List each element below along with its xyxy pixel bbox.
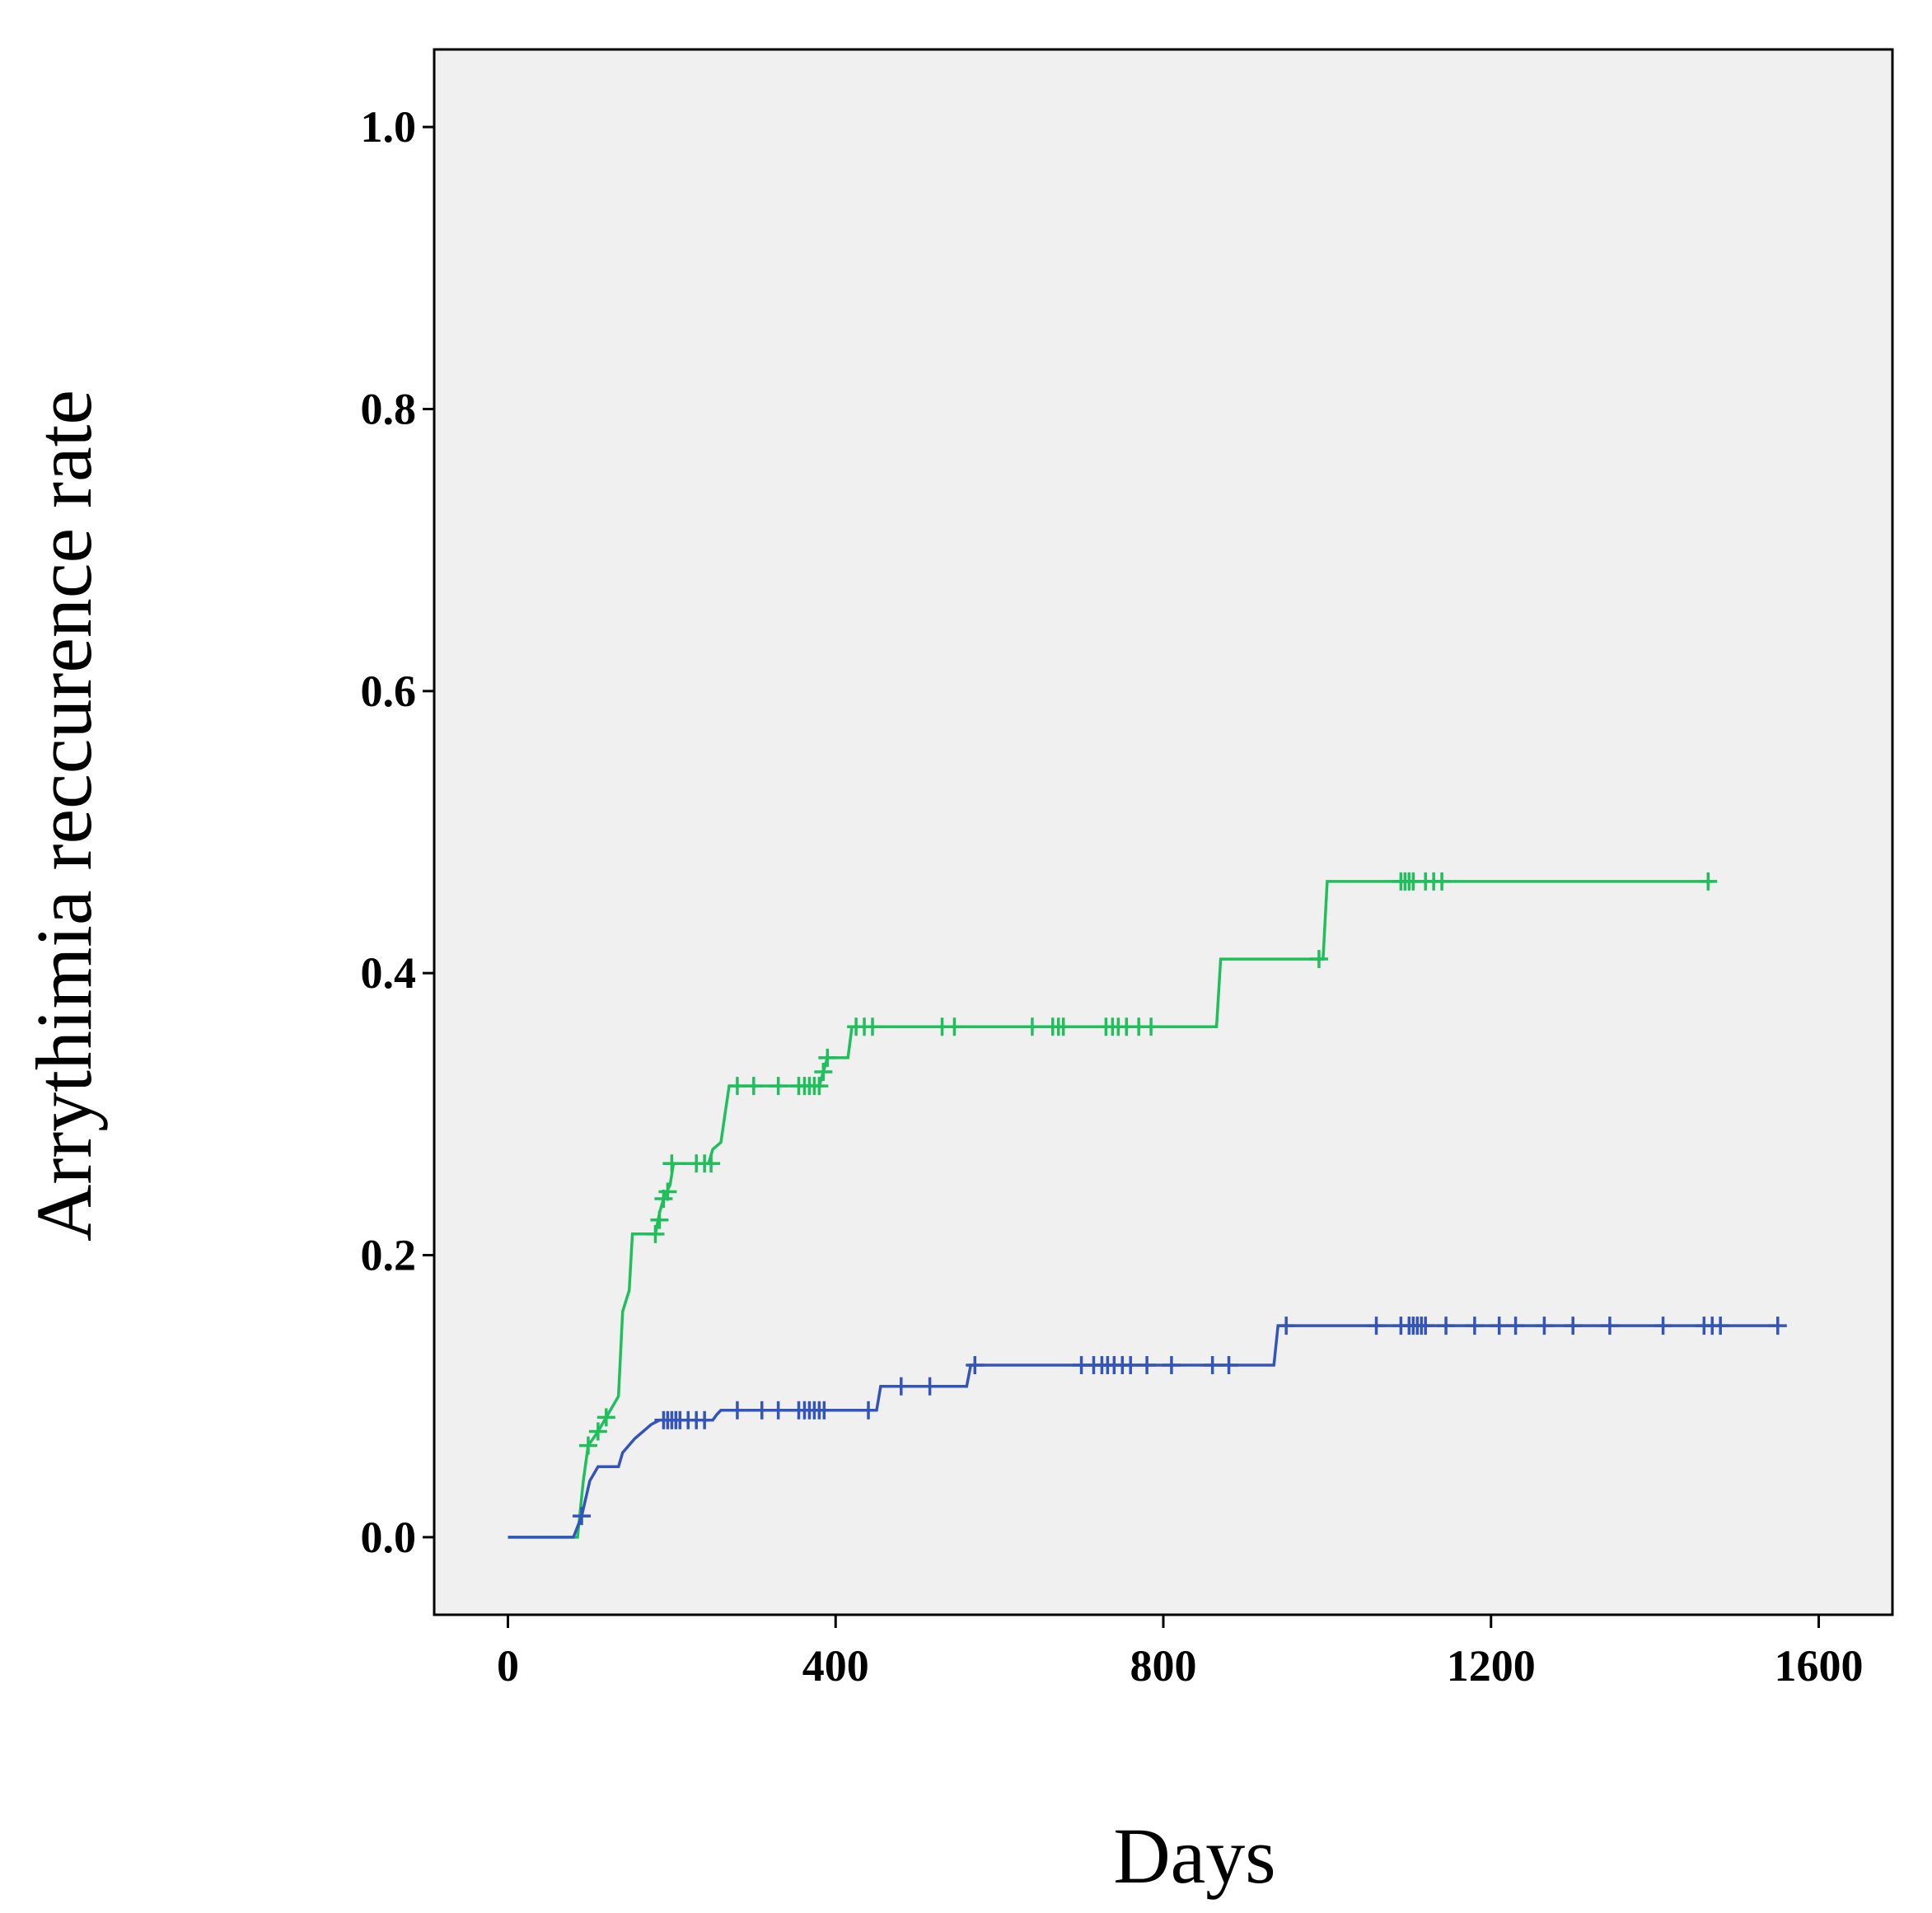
- censor-mark: [1203, 1356, 1222, 1375]
- censor-mark: [945, 1017, 964, 1036]
- y-axis-title: Arrythimia reccurence rate: [20, 390, 108, 1242]
- censor-mark: [1022, 1017, 1041, 1036]
- censor-mark: [1711, 1317, 1730, 1335]
- censor-mark: [1535, 1317, 1554, 1335]
- censor-mark: [727, 1077, 746, 1096]
- censor-mark: [1600, 1317, 1619, 1335]
- censor-mark: [1309, 950, 1328, 969]
- censor-mark: [650, 1210, 669, 1229]
- y-tick-label: 0.2: [361, 1231, 417, 1280]
- censor-mark: [966, 1356, 985, 1375]
- censor-mark: [596, 1408, 615, 1427]
- censor-mark: [810, 1077, 829, 1096]
- y-tick-label: 0.4: [361, 948, 417, 998]
- censor-mark: [752, 1401, 771, 1420]
- censor-mark: [769, 1077, 788, 1096]
- censor-mark: [1654, 1317, 1672, 1335]
- y-tick-label: 1.0: [361, 102, 417, 152]
- censor-mark: [891, 1377, 910, 1396]
- y-tick-label: 0.8: [361, 384, 417, 433]
- censor-mark: [859, 1401, 878, 1420]
- censor-mark: [815, 1401, 834, 1420]
- censor-mark: [1277, 1317, 1296, 1335]
- censor-mark: [1138, 1356, 1157, 1375]
- x-tick-label: 0: [497, 1641, 519, 1691]
- censor-mark: [1142, 1017, 1161, 1036]
- censor-mark: [1219, 1356, 1238, 1375]
- x-axis: 0 400 800 1200 1600: [497, 1615, 1864, 1691]
- censor-mark: [863, 1017, 882, 1036]
- censor-mark: [578, 1436, 597, 1455]
- censor-mark: [1465, 1317, 1484, 1335]
- plot-background: [433, 48, 1894, 1616]
- censor-mark: [1416, 1317, 1435, 1335]
- x-tick-label: 1200: [1447, 1641, 1536, 1691]
- x-tick-label: 1600: [1775, 1641, 1864, 1691]
- censor-mark: [695, 1410, 714, 1429]
- censor-mark: [1437, 1317, 1456, 1335]
- x-axis-title: Days: [1113, 1812, 1275, 1900]
- censor-mark: [1768, 1317, 1787, 1335]
- censor-mark: [814, 1062, 833, 1081]
- x-tick-label: 400: [802, 1641, 869, 1691]
- censor-mark: [588, 1422, 607, 1441]
- censor-mark: [769, 1401, 788, 1420]
- y-axis: 0.0 0.2 0.4 0.6 0.8 1.0: [361, 102, 434, 1562]
- censor-mark: [1367, 1317, 1386, 1335]
- censor-mark: [646, 1224, 665, 1243]
- censor-mark: [662, 1154, 681, 1173]
- censor-mark: [1162, 1356, 1181, 1375]
- censor-mark: [727, 1401, 746, 1420]
- censor-mark: [572, 1507, 591, 1526]
- censor-mark: [818, 1048, 837, 1067]
- censor-mark: [1564, 1317, 1583, 1335]
- censor-mark: [1433, 872, 1452, 891]
- censor-mark: [1490, 1317, 1509, 1335]
- censor-mark: [1121, 1356, 1140, 1375]
- censor-mark: [1054, 1017, 1073, 1036]
- censor-mark: [658, 1182, 677, 1201]
- censor-mark: [744, 1077, 763, 1096]
- x-tick-label: 800: [1130, 1641, 1197, 1691]
- censor-mark: [920, 1377, 939, 1396]
- y-tick-label: 0.0: [361, 1513, 417, 1562]
- censor-mark: [1506, 1317, 1525, 1335]
- censor-mark: [702, 1154, 721, 1173]
- y-tick-label: 0.6: [361, 667, 417, 716]
- censor-mark: [1699, 872, 1718, 891]
- series-layer: [508, 872, 1787, 1539]
